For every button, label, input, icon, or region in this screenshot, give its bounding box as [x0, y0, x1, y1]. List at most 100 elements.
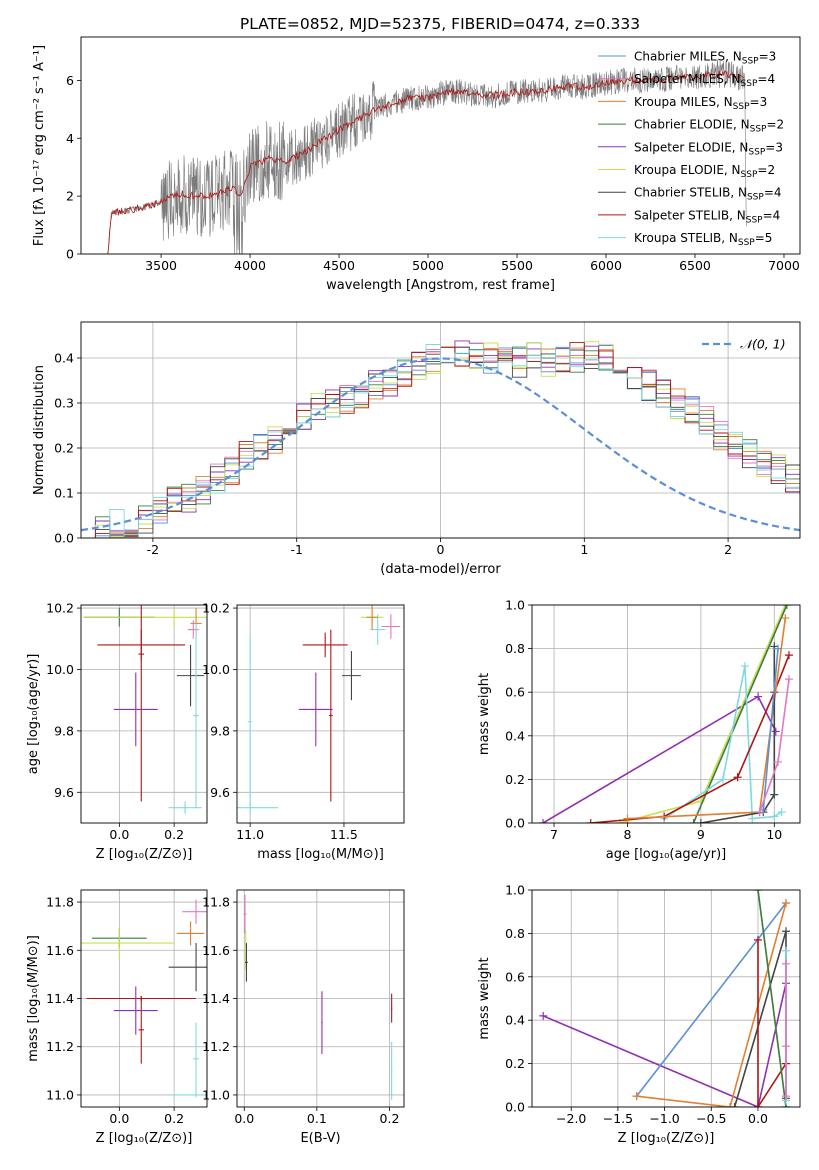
x-tick-label: 0.0 — [109, 1111, 129, 1126]
x-tick-label: 0.0 — [748, 1111, 768, 1126]
legend-value: =4 — [757, 72, 775, 86]
y-tick-label: 11.2 — [46, 1039, 74, 1054]
x-tick-label: 8 — [623, 827, 631, 842]
errorbar-plot-area — [83, 605, 207, 814]
weight-series-line — [542, 983, 787, 1107]
weight-point-marker — [782, 605, 791, 609]
errorbar-plot-area — [243, 894, 393, 1100]
legend-value: =2 — [766, 118, 784, 132]
legend-entry: Kroupa STELIB, NSSP=5 — [634, 231, 772, 248]
weight-point-marker — [781, 1042, 790, 1051]
y-tick-label: 0.6 — [505, 685, 525, 700]
x-tick-label: −2.0 — [556, 1111, 586, 1126]
x-tick-label: 1 — [580, 542, 588, 557]
legend-entry: Salpeter STELIB, NSSP=4 — [634, 208, 780, 225]
weight-point-marker — [781, 1092, 790, 1101]
legend-sub: SSP — [741, 79, 758, 89]
x-tick-label: 3500 — [145, 258, 177, 273]
legend-value: =3 — [765, 140, 783, 154]
y-tick-label: 9.6 — [54, 785, 74, 800]
weight-point-marker — [753, 890, 762, 894]
legend-entry: Chabrier MILES, NSSP=3 — [634, 50, 776, 67]
y-tick-label: 9.8 — [210, 723, 230, 738]
legend-value: =5 — [755, 231, 773, 245]
weight-point-marker — [781, 614, 790, 623]
spectrum-model-line — [107, 69, 745, 254]
x-tick-label: 7000 — [768, 258, 800, 273]
y-tick-label: 9.6 — [210, 785, 230, 800]
weight-point-marker — [754, 692, 763, 701]
x-tick-label: 0.2 — [380, 1111, 400, 1126]
x-tick-label: 9 — [697, 827, 705, 842]
y-tick-label: 11.2 — [202, 1039, 230, 1054]
weight-vs-Z-panel: −2.0 −1.5 −1.0 −0.5 0.0 0.0 0.2 0.4 0.6 0.8 1.0 Z [… — [477, 883, 801, 1146]
axes-frame — [236, 604, 405, 824]
y-tick-label: 10.0 — [202, 662, 230, 677]
y-axis-label: Normed distribution — [32, 365, 47, 495]
legend-name: Salpeter STELIB, N — [634, 208, 746, 222]
x-axis-label: E(B-V) — [300, 1131, 340, 1146]
y-tick-label: 11.0 — [202, 1087, 230, 1102]
weight-point-marker — [771, 727, 780, 736]
legend-value: =3 — [759, 50, 777, 64]
y-tick-label: 0.0 — [54, 531, 74, 546]
x-axis-label: Z [log₁₀(Z/Z⊙)] — [96, 1131, 193, 1146]
legend-entry: Kroupa ELODIE, NSSP=2 — [634, 163, 775, 180]
mass-vs-Z-panel: 0.0 0.2 11.0 11.2 11.4 11.6 11.8 Z [log₁₀(Z/Z⊙)… — [26, 889, 208, 1146]
x-tick-label: -1 — [290, 542, 302, 557]
x-tick-label: 2 — [724, 542, 732, 557]
legend-entry: Salpeter ELODIE, NSSP=3 — [634, 140, 783, 157]
y-tick-label: 0.6 — [505, 969, 525, 984]
legend-value: =3 — [750, 95, 768, 109]
plot-layer: 3500 4000 4500 5000 5500 6000 6500 7000 0 2 4 6 wave… — [26, 36, 801, 1146]
x-tick-label: 0.0 — [109, 827, 129, 842]
y-tick-label: 1.0 — [505, 883, 525, 898]
legend-name: Kroupa STELIB, N — [634, 231, 738, 245]
x-axis-label: wavelength [Angstrom, rest frame] — [326, 278, 555, 293]
weight-point-marker — [784, 675, 793, 684]
legend-entry: Chabrier STELIB, NSSP=4 — [634, 186, 782, 203]
legend-sub: SSP — [746, 215, 763, 225]
y-tick-label: 11.4 — [202, 991, 230, 1006]
weight-series-line — [762, 648, 779, 810]
y-tick-label: 0.3 — [54, 396, 74, 411]
y-tick-label: 0.2 — [54, 441, 74, 456]
weight-point-marker — [748, 814, 757, 823]
spectrum-plot-area — [107, 59, 747, 254]
weight-series-line — [663, 665, 783, 820]
weight-point-marker — [586, 819, 595, 823]
x-tick-label: 11.0 — [236, 827, 264, 842]
weight-series-line — [757, 939, 787, 1107]
x-tick-label: 0.2 — [164, 827, 184, 842]
weight-point-marker — [770, 812, 779, 821]
legend-name: Kroupa ELODIE, N — [634, 163, 741, 177]
y-tick-label: 0.4 — [505, 728, 525, 743]
y-axis-label: mass weight — [477, 957, 492, 1039]
errorbar-plot-area — [237, 605, 401, 814]
weight-point-marker — [784, 651, 793, 660]
legend-value: =4 — [764, 186, 782, 200]
weight-point-marker — [539, 1011, 548, 1020]
y-tick-label: 11.0 — [46, 1087, 74, 1102]
x-tick-label: 6000 — [590, 258, 622, 273]
weight-point-marker — [773, 644, 782, 653]
legend-name: Salpeter ELODIE, N — [634, 140, 748, 154]
residuals-plot-area — [81, 340, 800, 538]
legend-entry: 𝒩(0, 1) — [740, 337, 786, 352]
y-tick-label: 0 — [66, 247, 74, 262]
y-tick-label: 11.8 — [202, 895, 230, 910]
y-tick-label: 0.2 — [505, 1056, 525, 1071]
y-tick-label: 11.6 — [202, 943, 230, 958]
weight-point-marker — [689, 819, 698, 823]
x-axis-label: (data-model)/error — [380, 562, 501, 577]
x-axis-label: mass [log₁₀(M/M⊙)] — [257, 847, 384, 862]
y-tick-label: 10.0 — [46, 662, 74, 677]
x-tick-label: 11.5 — [330, 827, 358, 842]
legend-name: Chabrier STELIB, N — [634, 186, 747, 200]
normal-curve — [81, 357, 800, 532]
legend-name: Salpeter MILES, N — [634, 72, 741, 86]
weight-vs-age-panel: 7 8 9 10 0.0 0.2 0.4 0.6 0.8 1.0 age [log₁₀(age/yr… — [477, 598, 801, 862]
x-tick-label: −1.0 — [649, 1111, 679, 1126]
x-tick-label: 5000 — [412, 258, 444, 273]
